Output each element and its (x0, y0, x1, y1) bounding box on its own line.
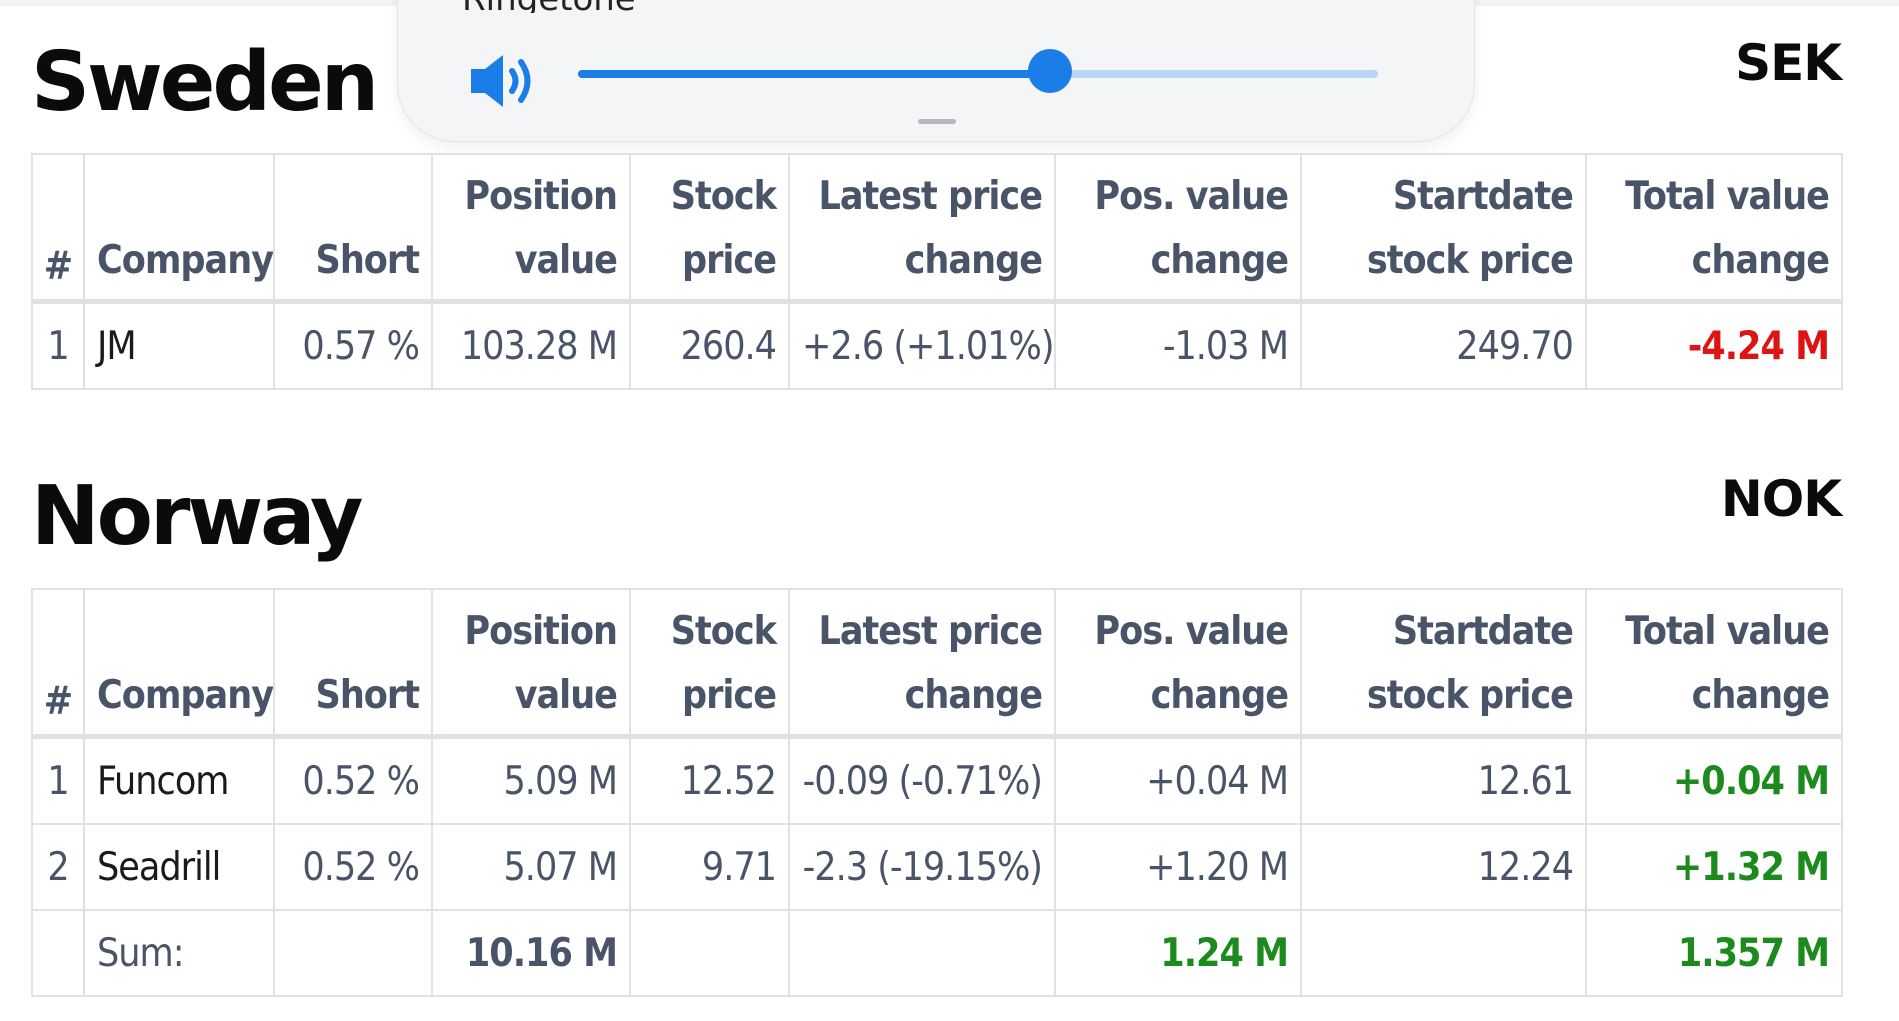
cell-latest-change-empty (788, 909, 1056, 997)
panel-grab-handle[interactable] (918, 119, 956, 124)
column-header-rank[interactable]: # (31, 588, 85, 739)
table-row[interactable]: 1 Funcom 0.52 % 5.09 M 12.52 -0.09 (-0.7… (31, 735, 1843, 825)
cell-position-value: 5.09 M (431, 735, 631, 825)
column-header-position-value[interactable]: Position value (431, 153, 631, 304)
sum-position-value: 10.16 M (431, 909, 631, 997)
holdings-table-norway: # Company Short Position value Stock price… (31, 588, 1843, 997)
cell-pos-value-change: +1.20 M (1054, 823, 1302, 911)
holdings-table-sweden: # Company Short Position value Stock price… (31, 153, 1843, 390)
column-header-startdate-stock-price[interactable]: Startdate stock price (1300, 588, 1587, 739)
volume-stream-label: Ringetone (462, 0, 636, 13)
speaker-volume-icon[interactable] (469, 51, 539, 111)
volume-panel[interactable]: Ringetone (397, 0, 1475, 142)
column-header-position-value[interactable]: Position value (431, 588, 631, 739)
cell-position-value: 103.28 M (431, 300, 631, 390)
cell-total-value-change: +0.04 M (1585, 735, 1843, 825)
cell-startdate-stock-price: 249.70 (1300, 300, 1587, 390)
cell-rank-empty (31, 909, 85, 997)
cell-pos-value-change: +0.04 M (1054, 735, 1302, 825)
cell-short: 0.52 % (273, 735, 433, 825)
column-header-stock-price[interactable]: Stock price (629, 153, 790, 304)
cell-stock-price: 9.71 (629, 823, 790, 911)
volume-slider-thumb[interactable] (1028, 49, 1072, 93)
table-header-row: # Company Short Position value Stock price… (31, 588, 1843, 739)
volume-slider-fill (578, 70, 1050, 78)
cell-short-empty (273, 909, 433, 997)
column-header-total-value-change[interactable]: Total value change (1585, 153, 1843, 304)
currency-label-sweden: SEK (1735, 34, 1842, 92)
currency-label-norway: NOK (1720, 470, 1842, 528)
section-title-norway: Norway (31, 469, 363, 564)
cell-short: 0.52 % (273, 823, 433, 911)
sum-row: Sum: 10.16 M 1.24 M 1.357 M (31, 909, 1843, 997)
cell-startdate-empty (1300, 909, 1587, 997)
cell-company[interactable]: JM (83, 300, 275, 390)
column-header-short[interactable]: Short (273, 588, 433, 739)
cell-short: 0.57 % (273, 300, 433, 390)
column-header-latest-price-change[interactable]: Latest price change (788, 153, 1056, 304)
table-header-row: # Company Short Position value Stock price… (31, 153, 1843, 304)
section-title-sweden: Sweden (31, 35, 379, 130)
cell-rank: 2 (31, 823, 85, 911)
column-header-pos-value-change[interactable]: Pos. value change (1054, 153, 1302, 304)
cell-rank: 1 (31, 300, 85, 390)
cell-pos-value-change: -1.03 M (1054, 300, 1302, 390)
cell-stock-price: 12.52 (629, 735, 790, 825)
sum-total-value-change: 1.357 M (1585, 909, 1843, 997)
cell-startdate-stock-price: 12.24 (1300, 823, 1587, 911)
column-header-short[interactable]: Short (273, 153, 433, 304)
table-row[interactable]: 1 JM 0.57 % 103.28 M 260.4 +2.6 (+1.01%)… (31, 300, 1843, 390)
sum-pos-value-change: 1.24 M (1054, 909, 1302, 997)
cell-latest-price-change: -2.3 (-19.15%) (788, 823, 1056, 911)
cell-stock-price-empty (629, 909, 790, 997)
cell-rank: 1 (31, 735, 85, 825)
cell-latest-price-change: -0.09 (-0.71%) (788, 735, 1056, 825)
cell-position-value: 5.07 M (431, 823, 631, 911)
sum-label: Sum: (83, 909, 275, 997)
cell-company[interactable]: Seadrill (83, 823, 275, 911)
cell-startdate-stock-price: 12.61 (1300, 735, 1587, 825)
column-header-company[interactable]: Company (83, 588, 275, 739)
column-header-stock-price[interactable]: Stock price (629, 588, 790, 739)
column-header-startdate-stock-price[interactable]: Startdate stock price (1300, 153, 1587, 304)
cell-total-value-change: -4.24 M (1585, 300, 1843, 390)
cell-total-value-change: +1.32 M (1585, 823, 1843, 911)
column-header-latest-price-change[interactable]: Latest price change (788, 588, 1056, 739)
column-header-rank[interactable]: # (31, 153, 85, 304)
cell-company[interactable]: Funcom (83, 735, 275, 825)
column-header-pos-value-change[interactable]: Pos. value change (1054, 588, 1302, 739)
column-header-company[interactable]: Company (83, 153, 275, 304)
cell-stock-price: 260.4 (629, 300, 790, 390)
table-row[interactable]: 2 Seadrill 0.52 % 5.07 M 9.71 -2.3 (-19.… (31, 823, 1843, 911)
cell-latest-price-change: +2.6 (+1.01%) (788, 300, 1056, 390)
volume-slider-track[interactable] (578, 70, 1378, 78)
column-header-total-value-change[interactable]: Total value change (1585, 588, 1843, 739)
